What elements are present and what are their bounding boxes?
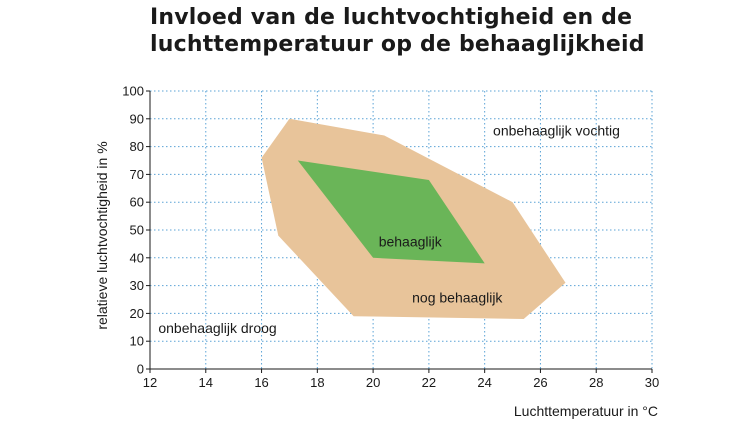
- x-tick-label-16: 16: [254, 375, 268, 390]
- annotation-onbehaaglijk-vochtig: onbehaaglijk vochtig: [493, 122, 620, 138]
- x-tick-label-24: 24: [477, 375, 491, 390]
- y-tick-label-30: 30: [130, 278, 144, 293]
- x-tick-label-18: 18: [310, 375, 324, 390]
- annotation-behaaglijk: behaaglijk: [379, 234, 443, 250]
- region-layer: [261, 118, 566, 319]
- x-tick-label-20: 20: [366, 375, 380, 390]
- x-axis-label: Luchttemperatuur in °C: [514, 403, 658, 419]
- label-layer: 12 14 16 18 20 22 24 26 28 30 0 10 20 30 40 50 60 70 80 90 1…: [94, 84, 659, 420]
- x-tick-label-30: 30: [645, 375, 659, 390]
- x-tick-label-26: 26: [533, 375, 547, 390]
- y-tick-label-40: 40: [130, 250, 144, 265]
- x-tick-label-28: 28: [589, 375, 603, 390]
- x-tick-label-12: 12: [143, 375, 157, 390]
- chart-title: Invloed van de luchtvochtigheid en de lu…: [150, 4, 710, 58]
- chart-title-line-2: luchttemperatuur op de behaaglijkheid: [150, 32, 645, 57]
- y-tick-label-10: 10: [130, 334, 144, 349]
- axis-layer: [146, 90, 653, 373]
- annotation-nog-behaaglijk: nog behaaglijk: [412, 289, 503, 305]
- annotation-onbehaaglijk-droog: onbehaaglijk droog: [158, 320, 276, 336]
- y-tick-label-90: 90: [130, 111, 144, 126]
- y-tick-label-70: 70: [130, 167, 144, 182]
- x-tick-label-14: 14: [199, 375, 213, 390]
- y-tick-label-20: 20: [130, 306, 144, 321]
- x-tick-label-22: 22: [422, 375, 436, 390]
- y-axis-label: relatieve luchtvochtigheid in %: [94, 141, 110, 329]
- y-tick-label-0: 0: [137, 362, 144, 377]
- y-tick-label-50: 50: [130, 223, 144, 238]
- chart-title-line-1: Invloed van de luchtvochtigheid en de: [150, 5, 633, 30]
- y-tick-label-100: 100: [122, 84, 144, 99]
- region-behaaglijk: [297, 160, 485, 264]
- y-tick-label-80: 80: [130, 139, 144, 154]
- y-tick-label-60: 60: [130, 195, 144, 210]
